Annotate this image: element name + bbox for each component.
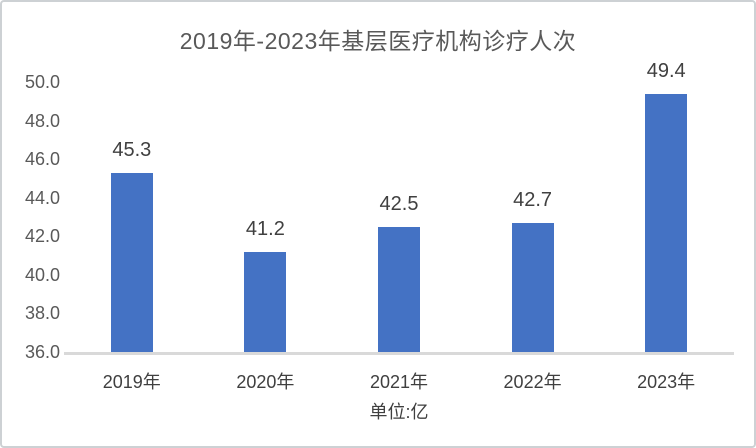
y-axis: 50.0 48.0 46.0 44.0 42.0 40.0 38.0 36.0 xyxy=(2,72,60,362)
x-axis-label: 2019年 xyxy=(102,372,161,392)
bar xyxy=(377,226,420,352)
bar xyxy=(110,172,153,352)
x-axis-line xyxy=(64,352,734,355)
bar xyxy=(645,93,688,352)
bar-value-label: 42.7 xyxy=(513,188,553,211)
bar-slot: 41.2 xyxy=(199,82,333,352)
y-axis-tick-label: 50.0 xyxy=(24,72,60,92)
y-axis-tick-label: 48.0 xyxy=(24,110,60,131)
bar-slot: 45.3 xyxy=(65,82,199,352)
bar-slot: 42.5 xyxy=(332,82,466,352)
bar-value-label: 41.2 xyxy=(245,217,285,240)
x-axis: 2019年 2020年 2021年 2022年 2023年 xyxy=(65,368,733,394)
bar-value-label: 49.4 xyxy=(646,59,686,82)
x-axis-label: 2023年 xyxy=(637,372,696,392)
bar-slot: 42.7 xyxy=(466,82,600,352)
bar-value-label: 45.3 xyxy=(112,138,152,161)
y-axis-tick-label: 46.0 xyxy=(24,149,60,170)
y-axis-tick-label: 38.0 xyxy=(24,303,60,324)
y-axis-tick-label: 36.0 xyxy=(24,342,60,362)
y-axis-tick-label: 40.0 xyxy=(24,264,60,285)
plot-area: 45.3 41.2 42.5 42.7 49.4 xyxy=(65,61,733,352)
bar xyxy=(511,222,554,352)
bar-value-label: 42.5 xyxy=(379,192,419,215)
x-axis-label: 2021年 xyxy=(369,372,428,392)
bar-slot: 49.4 xyxy=(599,61,733,352)
bar xyxy=(244,251,287,352)
x-axis-label: 2022年 xyxy=(503,372,562,392)
chart-title: 2019年-2023年基层医疗机构诊疗人次 xyxy=(179,28,577,54)
y-axis-tick-label: 42.0 xyxy=(24,226,60,247)
y-axis-tick-label: 44.0 xyxy=(24,187,60,208)
unit-label: 单位:亿 xyxy=(369,402,429,422)
x-axis-label: 2020年 xyxy=(236,372,295,392)
